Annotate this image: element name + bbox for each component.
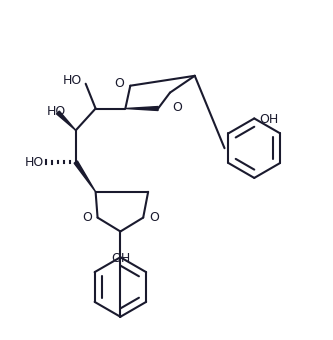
- Text: O: O: [115, 77, 124, 90]
- Polygon shape: [57, 111, 76, 130]
- Text: O: O: [82, 211, 92, 224]
- Text: HO: HO: [25, 156, 44, 169]
- Text: OH: OH: [259, 113, 278, 126]
- Polygon shape: [74, 161, 96, 192]
- Text: O: O: [149, 211, 159, 224]
- Text: OH: OH: [111, 252, 130, 265]
- Text: HO: HO: [63, 74, 82, 87]
- Polygon shape: [125, 106, 158, 110]
- Text: HO: HO: [46, 105, 66, 118]
- Text: O: O: [172, 101, 182, 114]
